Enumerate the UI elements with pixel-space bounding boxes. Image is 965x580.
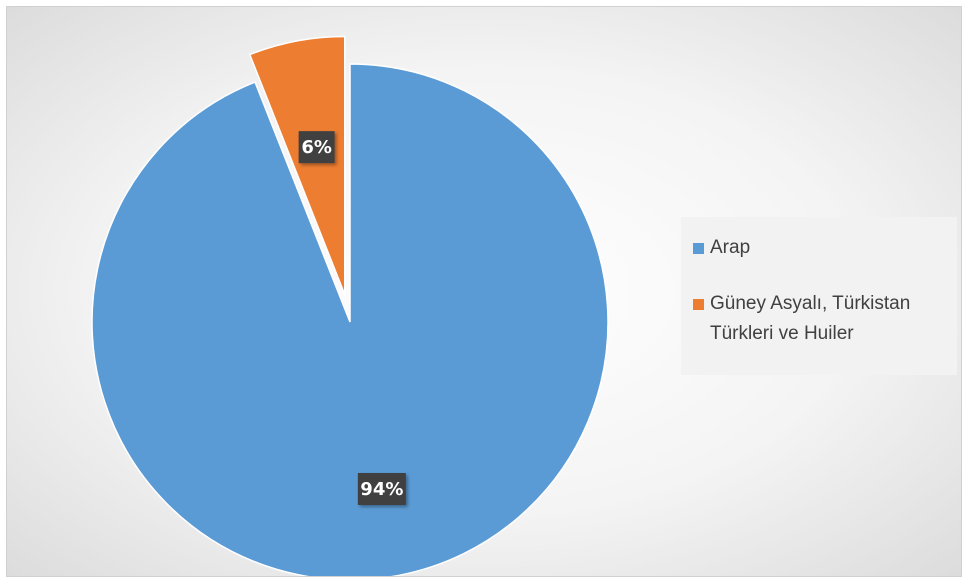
legend-item-guney-asyali: Güney Asyalı, Türkistan Türkleri ve Huil… — [693, 289, 957, 349]
pie-slice-arap — [91, 63, 609, 576]
legend-swatch-guney-asyali — [693, 299, 704, 310]
data-label-guney-asyali: 6% — [298, 131, 335, 164]
legend-label-arap: Arap — [710, 237, 751, 258]
pie-chart: 94% 6% — [91, 35, 609, 576]
data-label-arap: 94% — [357, 472, 406, 505]
legend: Arap Güney Asyalı, Türkistan Türkleri ve… — [681, 217, 957, 375]
chart-area: 94% 6% Arap Güney Asyalı, Türkistan Türkl… — [6, 6, 962, 577]
pie-slice-guney-asyali — [248, 35, 346, 295]
legend-item-arap: Arap — [693, 233, 957, 263]
svg-text:94%: 94% — [360, 479, 403, 500]
legend-label-guney-asyali: Güney Asyalı, Türkistan Türkleri ve Huil… — [710, 293, 911, 344]
svg-text:6%: 6% — [301, 137, 332, 158]
legend-swatch-arap — [693, 243, 704, 254]
